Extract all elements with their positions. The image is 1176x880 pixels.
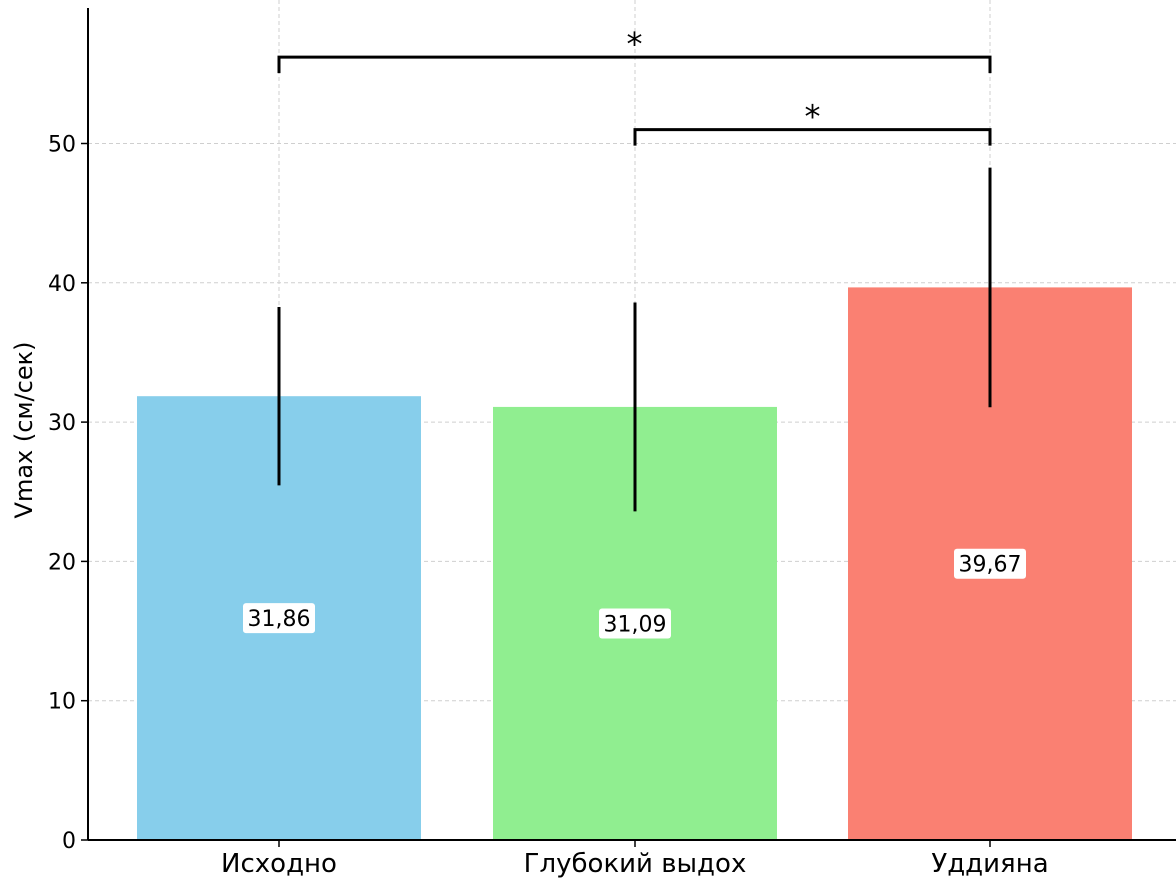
x-tick-label: Исходно (221, 849, 337, 879)
value-label: 31,09 (604, 612, 667, 637)
significance-star: * (627, 25, 643, 63)
error-bars-layer (277, 167, 992, 512)
bars-layer (137, 287, 1132, 840)
y-tick-label: 40 (48, 272, 76, 297)
significance-bracket-1 (633, 128, 992, 146)
y-tick-label: 10 (48, 690, 76, 715)
value-label-box (243, 603, 315, 634)
y-tick-label: 0 (62, 829, 76, 854)
value-labels-layer: 31,86 31,09 39,67 (243, 548, 1026, 639)
value-label: 39,67 (959, 553, 1022, 578)
x-tick-label: Глубокий выдох (524, 849, 747, 879)
significance-star: * (805, 98, 821, 136)
significance-bracket-0 (277, 55, 992, 74)
x-tick-label: Уддияна (931, 849, 1048, 879)
ticks-layer: 0 10 20 30 40 50 Исходно Глубокий выдох Уддияна (48, 133, 1049, 880)
value-label-box (599, 608, 671, 639)
value-label: 31,86 (248, 607, 311, 632)
value-label-box (954, 548, 1026, 579)
y-tick-label: 30 (48, 411, 76, 436)
y-tick-label: 20 (48, 550, 76, 575)
significance-layer: ** (277, 25, 992, 146)
y-tick-label: 50 (48, 133, 76, 158)
y-axis-title: Vmax (см/сек) (10, 342, 38, 519)
